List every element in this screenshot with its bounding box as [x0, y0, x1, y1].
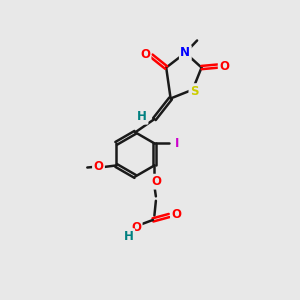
Text: O: O	[152, 175, 161, 188]
Text: N: N	[180, 46, 190, 59]
Text: O: O	[219, 60, 229, 73]
Text: H: H	[137, 110, 147, 123]
Text: O: O	[140, 48, 150, 61]
Text: I: I	[175, 137, 179, 150]
Text: O: O	[131, 221, 141, 234]
Text: S: S	[190, 85, 198, 98]
Text: H: H	[124, 230, 134, 243]
Text: O: O	[172, 208, 182, 220]
Text: O: O	[94, 160, 103, 173]
